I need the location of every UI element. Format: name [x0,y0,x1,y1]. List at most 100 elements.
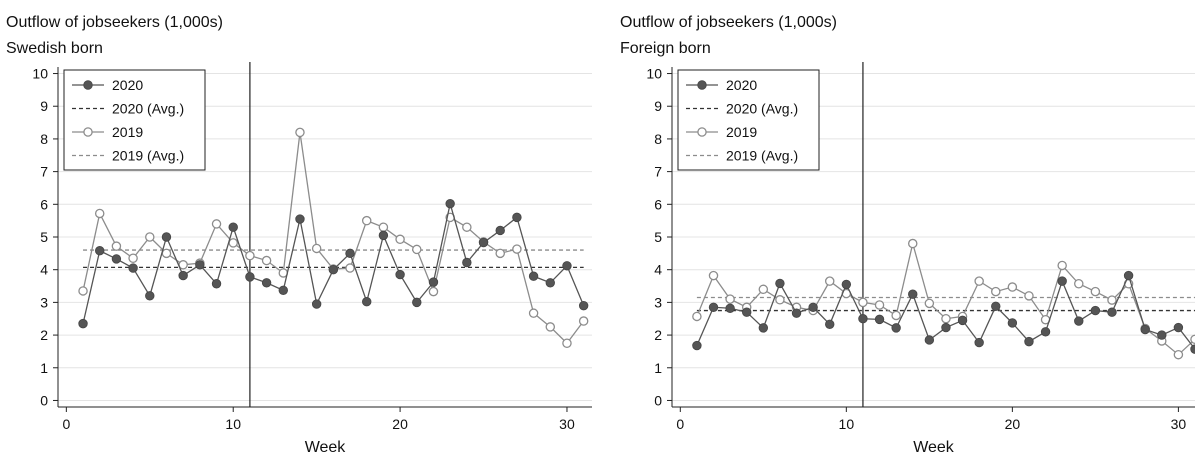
x-tick-label: 10 [839,416,855,432]
data-point [78,318,88,329]
y-tick-label: 3 [654,294,662,310]
y-tick-label: 7 [654,164,662,180]
data-point [512,244,522,254]
data-point [145,291,155,301]
data-point [245,250,255,261]
data-point [1157,330,1167,340]
data-point [412,297,422,308]
data-point [528,308,539,318]
y-tick-label: 2 [654,327,662,343]
y-tick-label: 8 [654,131,662,147]
data-point [211,279,222,289]
data-point [991,286,1001,297]
data-point [95,246,105,256]
chart-title: Outflow of jobseekers (1,000s) [620,14,837,31]
data-point [974,276,984,286]
data-point [295,127,305,138]
y-tick-label: 1 [40,360,48,376]
data-point [908,289,918,299]
y-tick-label: 6 [654,196,662,212]
data-point [1190,344,1195,354]
series-line [696,273,1195,350]
data-point [692,311,702,322]
data-point [412,244,422,255]
legend-label: 2019 [726,124,757,140]
data-point [725,303,735,313]
chart-swedish-born: Outflow of jobseekers (1,000s) Swedish b… [0,0,592,459]
legend-marker [83,80,93,90]
data-point [891,323,901,333]
data-point [395,269,405,280]
data-point [462,257,472,268]
data-point [775,295,785,305]
data-point [478,237,489,248]
data-point [791,308,802,318]
plot-area: 0 1 2 3 4 5 6 7 8 9 10 0 10 20 30 Week 2020 2020 (Avg.) 20… [646,62,1195,456]
y-tick-label: 0 [40,392,48,408]
y-tick-label: 0 [654,392,662,408]
data-point [1190,334,1195,345]
data-point [445,198,455,209]
legend-label: 2020 [726,77,757,93]
data-point [808,302,818,312]
y-tick-label: 10 [32,66,48,82]
y-tick-label: 7 [40,164,48,180]
data-point [345,263,355,273]
data-point [1173,322,1184,333]
legend-label: 2020 (Avg.) [726,101,798,117]
data-point [78,286,88,296]
data-point [1040,327,1051,337]
y-tick-label: 5 [40,229,48,245]
data-point [328,264,339,275]
series-line [696,243,1195,356]
legend-label: 2020 (Avg.) [112,101,184,117]
x-tick-label: 20 [392,416,408,432]
y-tick-label: 10 [646,66,662,82]
x-tick-label: 10 [225,416,241,432]
x-tick-label: 30 [1171,416,1187,432]
y-tick-label: 5 [654,229,662,245]
data-point [295,214,305,224]
data-point [1140,324,1150,335]
data-point [758,284,769,295]
data-point [742,307,752,317]
data-point [1057,276,1067,286]
data-point [345,248,355,259]
x-tick-label: 0 [676,416,684,432]
data-point [758,323,769,333]
data-point [924,298,935,309]
x-tick-label: 30 [559,416,575,432]
legend-label: 2019 [112,124,143,140]
data-point [874,314,885,325]
data-point [858,314,868,324]
data-point [278,285,288,295]
legend-label: 2020 [112,77,143,93]
legend-marker [697,127,707,137]
data-point [841,279,852,290]
data-point [874,300,885,310]
data-point [261,255,272,266]
data-point [775,278,785,289]
data-point [311,243,322,254]
data-point [495,248,505,259]
data-point [428,286,439,297]
data-point [1123,270,1134,281]
data-point [94,208,105,219]
data-point [111,254,122,264]
x-tick-label: 20 [1005,416,1021,432]
data-point [1057,260,1067,271]
data-point [395,234,405,245]
chart-subtitle: Swedish born [6,40,103,57]
data-point [941,313,951,324]
data-point [428,277,439,287]
legend-label: 2019 (Avg.) [112,148,184,164]
data-point [562,338,572,348]
data-point [111,241,122,251]
data-point [228,222,238,232]
chart-subtitle: Foreign born [620,40,711,57]
data-point [145,232,155,242]
data-point [311,299,322,309]
data-point [195,260,205,270]
x-axis-label: Week [305,439,347,456]
data-point [362,297,372,307]
